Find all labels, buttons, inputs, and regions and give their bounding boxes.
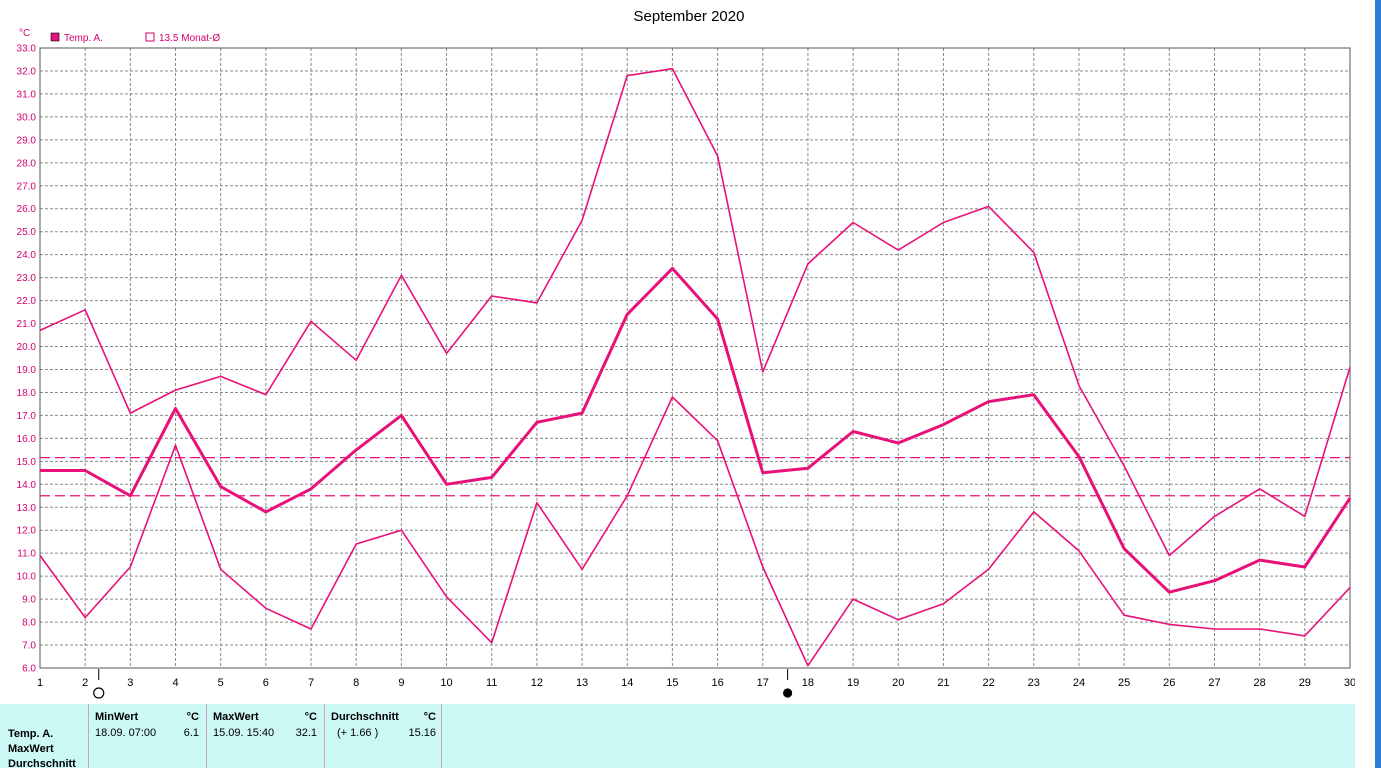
- stats-panel: Temp. A. MaxWert Durchschnitt MinWert °C…: [0, 704, 1355, 770]
- y-tick-label: 25.0: [17, 227, 37, 238]
- y-tick-label: 24.0: [17, 250, 37, 261]
- y-tick-label: 10.0: [17, 572, 37, 583]
- x-tick-label: 13: [576, 677, 588, 689]
- max-when: 15.09. 15:40: [213, 727, 275, 739]
- x-tick-label: 3: [127, 677, 133, 689]
- x-tick-label: 27: [1208, 677, 1220, 689]
- x-tick-label: 12: [531, 677, 543, 689]
- y-tick-label: 13.0: [17, 503, 37, 514]
- temperature-chart: September 2020 °C Temp. A. 13.5 Monat-Ø …: [17, 8, 1357, 699]
- stats-col-max: MaxWert °C 15.09. 15:40 32.1: [206, 704, 325, 768]
- x-tick-label: 21: [937, 677, 949, 689]
- avg-when: (+ 1.66 ): [337, 727, 379, 739]
- x-tick-label: 23: [1028, 677, 1040, 689]
- x-tick-label: 19: [847, 677, 859, 689]
- x-tick-label: 25: [1118, 677, 1130, 689]
- stats-col-divider: [441, 704, 442, 768]
- legend: Temp. A. 13.5 Monat-Ø: [50, 32, 220, 44]
- series-line-avg: [40, 266, 1352, 594]
- y-tick-label: 22.0: [17, 296, 37, 307]
- stats-row-label-avg: Durchschnitt: [8, 758, 76, 770]
- x-tick-label: 22: [982, 677, 994, 689]
- y-tick-label: 29.0: [17, 135, 37, 146]
- stats-row-label-max: MaxWert: [8, 743, 54, 755]
- plot-frame: [39, 47, 1351, 669]
- x-tick-label: 15: [666, 677, 678, 689]
- y-tick-label: 15.0: [17, 457, 37, 468]
- avg-header: Durchschnitt: [331, 711, 399, 723]
- y-tick-label: 32.0: [17, 66, 37, 77]
- min-when: 18.09. 07:00: [95, 727, 157, 739]
- legend-label-temp: Temp. A.: [64, 33, 103, 44]
- y-tick-label: 8.0: [22, 618, 36, 629]
- x-tick-label: 14: [621, 677, 633, 689]
- max-unit: °C: [304, 711, 317, 723]
- legend-label-monthly-avg: 13.5 Monat-Ø: [159, 33, 220, 44]
- avg-unit: °C: [423, 711, 436, 723]
- full-moon-icon: [93, 687, 105, 699]
- y-tick-label: 19.0: [17, 365, 37, 376]
- x-tick-label: 17: [757, 677, 769, 689]
- x-tick-label: 29: [1299, 677, 1311, 689]
- y-tick-label: 28.0: [17, 158, 37, 169]
- x-tick-label: 5: [218, 677, 224, 689]
- series-line-max: [39, 67, 1351, 557]
- x-tick-label: 11: [486, 677, 497, 689]
- y-tick-label: 21.0: [17, 319, 37, 330]
- y-tick-label: 7.0: [22, 641, 36, 652]
- new-moon-icon: [783, 688, 793, 698]
- grid: [40, 48, 1350, 668]
- x-tick-label: 26: [1163, 677, 1175, 689]
- x-tick-label: 4: [172, 677, 178, 689]
- x-tick-label: 30: [1344, 677, 1356, 689]
- x-tick-label: 9: [398, 677, 404, 689]
- min-unit: °C: [186, 711, 199, 723]
- y-tick-label: 23.0: [17, 273, 37, 284]
- y-tick-label: 27.0: [17, 181, 37, 192]
- y-tick-label: 20.0: [17, 342, 37, 353]
- legend-swatch-temp: [50, 32, 60, 42]
- x-tick-label: 2: [82, 677, 88, 689]
- max-value: 32.1: [295, 727, 317, 739]
- x-tick-label: 20: [892, 677, 904, 689]
- y-tick-label: 11.0: [17, 549, 36, 560]
- y-tick-label: 31.0: [17, 89, 37, 100]
- min-header: MinWert: [95, 711, 139, 723]
- legend-swatch-monthly-avg: [145, 32, 155, 42]
- y-tick-label: 12.0: [17, 526, 37, 537]
- x-tick-label: 16: [711, 677, 723, 689]
- chart-title: September 2020: [634, 8, 745, 25]
- x-tick-label: 6: [263, 677, 269, 689]
- x-tick-label: 18: [802, 677, 814, 689]
- stats-col-min: MinWert °C 18.09. 07:00 6.1: [88, 704, 207, 768]
- x-tick-label: 24: [1073, 677, 1085, 689]
- window-edge: [1355, 0, 1381, 768]
- series-lines: [39, 67, 1352, 667]
- y-tick-label: 33.0: [17, 44, 37, 55]
- y-axis-unit: °C: [19, 28, 30, 39]
- window-accent-bar: [1375, 0, 1381, 768]
- avg-value: 15.16: [408, 727, 436, 739]
- x-tick-label: 28: [1254, 677, 1266, 689]
- series-line-min: [39, 396, 1351, 667]
- x-tick-label: 8: [353, 677, 359, 689]
- y-tick-label: 18.0: [17, 388, 37, 399]
- y-tick-label: 17.0: [17, 411, 37, 422]
- x-tick-label: 10: [440, 677, 452, 689]
- y-tick-label: 6.0: [22, 664, 36, 675]
- y-tick-label: 30.0: [17, 112, 37, 123]
- moon-phase-markers: [93, 669, 793, 699]
- y-tick-label: 26.0: [17, 204, 37, 215]
- stats-col-avg: Durchschnitt °C (+ 1.66 ) 15.16: [324, 704, 442, 768]
- y-tick-label: 16.0: [17, 434, 37, 445]
- y-tick-label: 14.0: [17, 480, 37, 491]
- stats-row-label-temp: Temp. A.: [8, 728, 54, 740]
- max-header: MaxWert: [213, 711, 259, 723]
- x-tick-label: 1: [37, 677, 43, 689]
- reference-lines: [40, 457, 1350, 497]
- x-tick-label: 7: [308, 677, 314, 689]
- min-value: 6.1: [183, 727, 199, 739]
- axes: 6.0 7.0 8.0 9.0 10.0 11.0 12.0 13.0 14.0 15.0 16.0…: [17, 44, 1357, 690]
- y-tick-label: 9.0: [22, 595, 36, 606]
